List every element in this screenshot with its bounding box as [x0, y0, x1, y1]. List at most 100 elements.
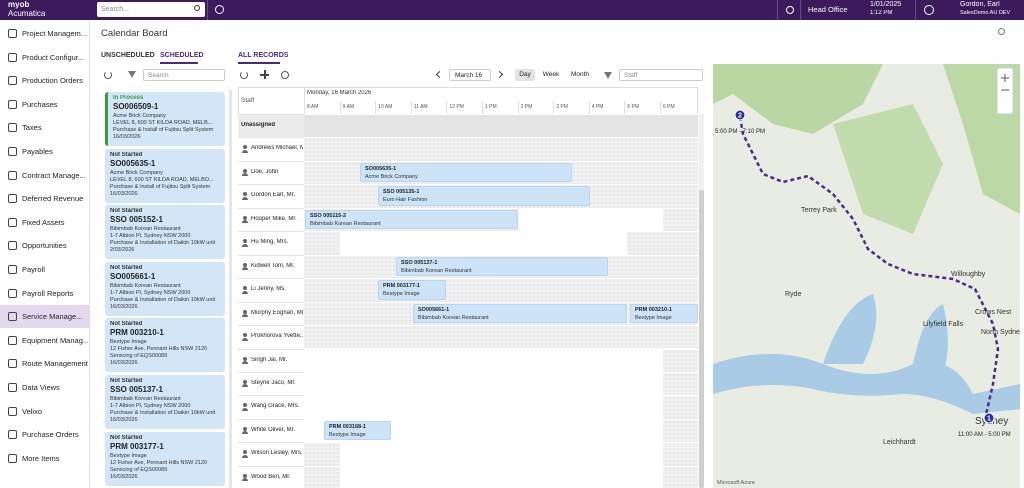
appointment[interactable]: PRM 003177-1 Bestype Image	[378, 280, 446, 300]
map-label: Leichhardt	[883, 439, 916, 446]
sidebar-icon	[8, 52, 17, 62]
staff-icon	[242, 384, 248, 388]
card-description: Purchase & Install of Fujitsu Split Syst…	[110, 183, 211, 190]
staff-cell	[238, 301, 304, 326]
work-order-card[interactable]: Not Started SSO 005137-1 Bibimbab Korean R…	[105, 375, 225, 429]
chat-button[interactable]	[786, 6, 794, 14]
appointment-id: SSO 005135-1	[383, 189, 420, 196]
logo: myob	[8, 1, 30, 9]
appointment[interactable]: SSO 005115-2 Bibimbab Korean Restaurant	[305, 209, 518, 230]
view-button[interactable]: Month	[570, 71, 590, 78]
appointment[interactable]: SSO 005135-1 Euro Hair Fashion	[378, 186, 590, 206]
sidebar-item[interactable]: Product Configur...	[22, 52, 85, 62]
calendar-scroll-thumb	[699, 190, 704, 488]
sidebar-item[interactable]: Route Management	[22, 359, 88, 369]
date-button[interactable]: March 16	[449, 69, 491, 81]
tab[interactable]: SCHEDULED	[160, 52, 204, 59]
time[interactable]: 1:12 PM	[870, 10, 893, 16]
sidebar-item[interactable]: Taxes	[22, 123, 42, 133]
sidebar-item[interactable]: Deferred Revenue	[22, 194, 84, 204]
work-order-card[interactable]: Not Started PRM 003177-1 Bestype Image 12 F…	[105, 431, 225, 486]
work-order-card[interactable]: Not Started SSO 005152-1 Bibimbab Korean R…	[105, 205, 225, 260]
branch-selector[interactable]: Head Office	[808, 5, 848, 14]
staff-cell	[238, 325, 304, 349]
sidebar-item[interactable]: Service Manage...	[22, 312, 83, 322]
sidebar-item[interactable]: Velixo	[22, 406, 43, 416]
work-order-card[interactable]: Not Started SO005661-1 Bibimbab Korean Res…	[105, 261, 225, 316]
next-button[interactable]	[495, 70, 504, 79]
hour-label: 11 AM	[413, 104, 428, 110]
sidebar-item[interactable]: Project Managem...	[22, 29, 88, 38]
sidebar-item[interactable]: Data Views	[22, 383, 60, 392]
list-search[interactable]: Search	[143, 69, 225, 81]
card-date: 16/03/2026	[113, 134, 141, 140]
search-icon[interactable]	[194, 5, 200, 11]
sidebar-item[interactable]: Production Orders	[22, 76, 83, 86]
add-button[interactable]	[260, 74, 269, 76]
card-description: Purchase & Installation of Daikin 10kW u…	[110, 410, 216, 416]
appointment[interactable]: SSO 005137-1 Bibimbab Korean Restaurant	[396, 256, 608, 277]
history-button[interactable]	[215, 5, 224, 14]
work-order-card[interactable]: Not Started PRM 003210-1 Bestype Image 12 F…	[105, 318, 225, 373]
work-order-card[interactable]: Not Started SO005635-1 Acme Brick Company L…	[105, 148, 225, 203]
staff-name: Wilson Lesley, Mrs.	[251, 450, 303, 457]
sidebar-item[interactable]: Payroll	[22, 265, 45, 274]
all-records-tab[interactable]: ALL RECORDS	[238, 52, 289, 59]
refresh-button[interactable]	[240, 71, 248, 79]
sidebar-item[interactable]: Fixed Assets	[22, 217, 65, 227]
map-water	[913, 304, 948, 374]
appointment-customer: Bestype Image	[635, 314, 672, 321]
prev-button[interactable]	[435, 70, 444, 79]
staff-cell	[238, 442, 304, 466]
date[interactable]: 1/01/2025	[870, 1, 902, 8]
appointment[interactable]: PRM 003210-1 Bestype Image	[630, 303, 698, 324]
refresh-button[interactable]	[104, 71, 112, 79]
card-address: 1-7 Albion Pl, Sydney NSW 2000	[110, 289, 191, 296]
card-customer: Acme Brick Company	[110, 169, 163, 176]
sidebar-item[interactable]: More Items	[22, 453, 60, 463]
hour-label: 9 AM	[342, 104, 354, 110]
staff-filter[interactable]: Staff	[619, 69, 703, 81]
sidebar-item[interactable]: Contract Manage...	[22, 170, 86, 180]
marker-number: 1	[987, 416, 991, 423]
clock-button[interactable]	[281, 71, 289, 79]
appointment-customer: Bibimbab Korean Restaurant	[310, 220, 381, 227]
working-hours	[304, 419, 663, 443]
filter-button[interactable]	[128, 71, 136, 78]
staff-icon	[243, 379, 247, 384]
staff-cell	[238, 137, 304, 161]
user-name[interactable]: Gordon, Earl	[960, 1, 1000, 8]
view-button[interactable]: Week	[542, 71, 560, 78]
sidebar-item[interactable]: Purchase Orders	[22, 430, 79, 440]
sidebar-item[interactable]: Payables	[22, 147, 53, 156]
card-customer: Bibimbab Korean Restaurant	[110, 282, 181, 289]
search-box[interactable]: Search...	[97, 2, 205, 17]
card-id: PRM 003210-1	[110, 328, 164, 338]
staff-icon	[243, 426, 247, 431]
card-date: 16/03/2026	[110, 473, 138, 480]
sidebar-item[interactable]: Opportunities	[22, 241, 67, 251]
map-label: Crows Nest	[975, 309, 1011, 316]
sidebar-icon	[8, 453, 17, 463]
staff-icon	[242, 173, 248, 177]
staff-icon	[242, 478, 248, 482]
sidebar-item[interactable]: Payroll Reports	[22, 288, 74, 298]
filter-button[interactable]	[604, 72, 612, 79]
appointment[interactable]: SO005635-1 Acme Brick Company	[360, 162, 572, 183]
staff-icon	[242, 314, 248, 318]
appointment[interactable]: SO005661-1 Bibimbab Korean Restaurant	[413, 303, 627, 324]
sidebar-item[interactable]: Equipment Manag...	[22, 335, 88, 345]
staff-cell	[238, 114, 304, 138]
tenant[interactable]: SalesDemo AU DEV	[960, 10, 1011, 16]
map-label: Terrey Park	[801, 207, 837, 214]
appointment[interactable]: PRM 003168-1 Bestype Image	[324, 420, 391, 441]
route	[738, 116, 1000, 420]
sidebar-item[interactable]: Purchases	[22, 99, 58, 109]
staff-icon	[243, 145, 247, 150]
tab[interactable]: UNSCHEDULED	[101, 52, 155, 59]
map-zoom-controls[interactable]	[996, 67, 1014, 115]
help-button[interactable]	[924, 5, 934, 15]
settings-icon[interactable]	[998, 28, 1005, 35]
work-order-card[interactable]: In Process SO006509-1 Acme Brick Company LE…	[105, 92, 225, 146]
view-button[interactable]: Day	[515, 69, 535, 81]
